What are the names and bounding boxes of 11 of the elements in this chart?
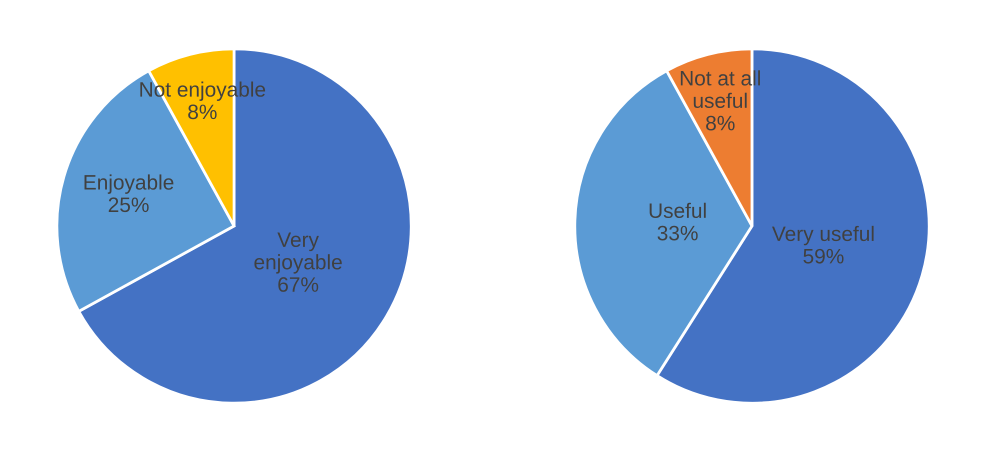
slice-label: Not at all useful <box>680 70 760 108</box>
data-label: 8% <box>188 104 217 120</box>
data-label: 59% <box>803 248 844 264</box>
slice-label: Useful <box>650 202 706 218</box>
slice-label: Enjoyable <box>84 174 174 194</box>
data-label: 25% <box>108 197 149 212</box>
slice-label: Very useful <box>772 226 874 246</box>
data-label: 33% <box>658 226 698 240</box>
data-label: 8% <box>706 116 735 130</box>
data-label: 67% <box>278 277 318 292</box>
slice-label: Very enjoyable <box>254 232 342 274</box>
